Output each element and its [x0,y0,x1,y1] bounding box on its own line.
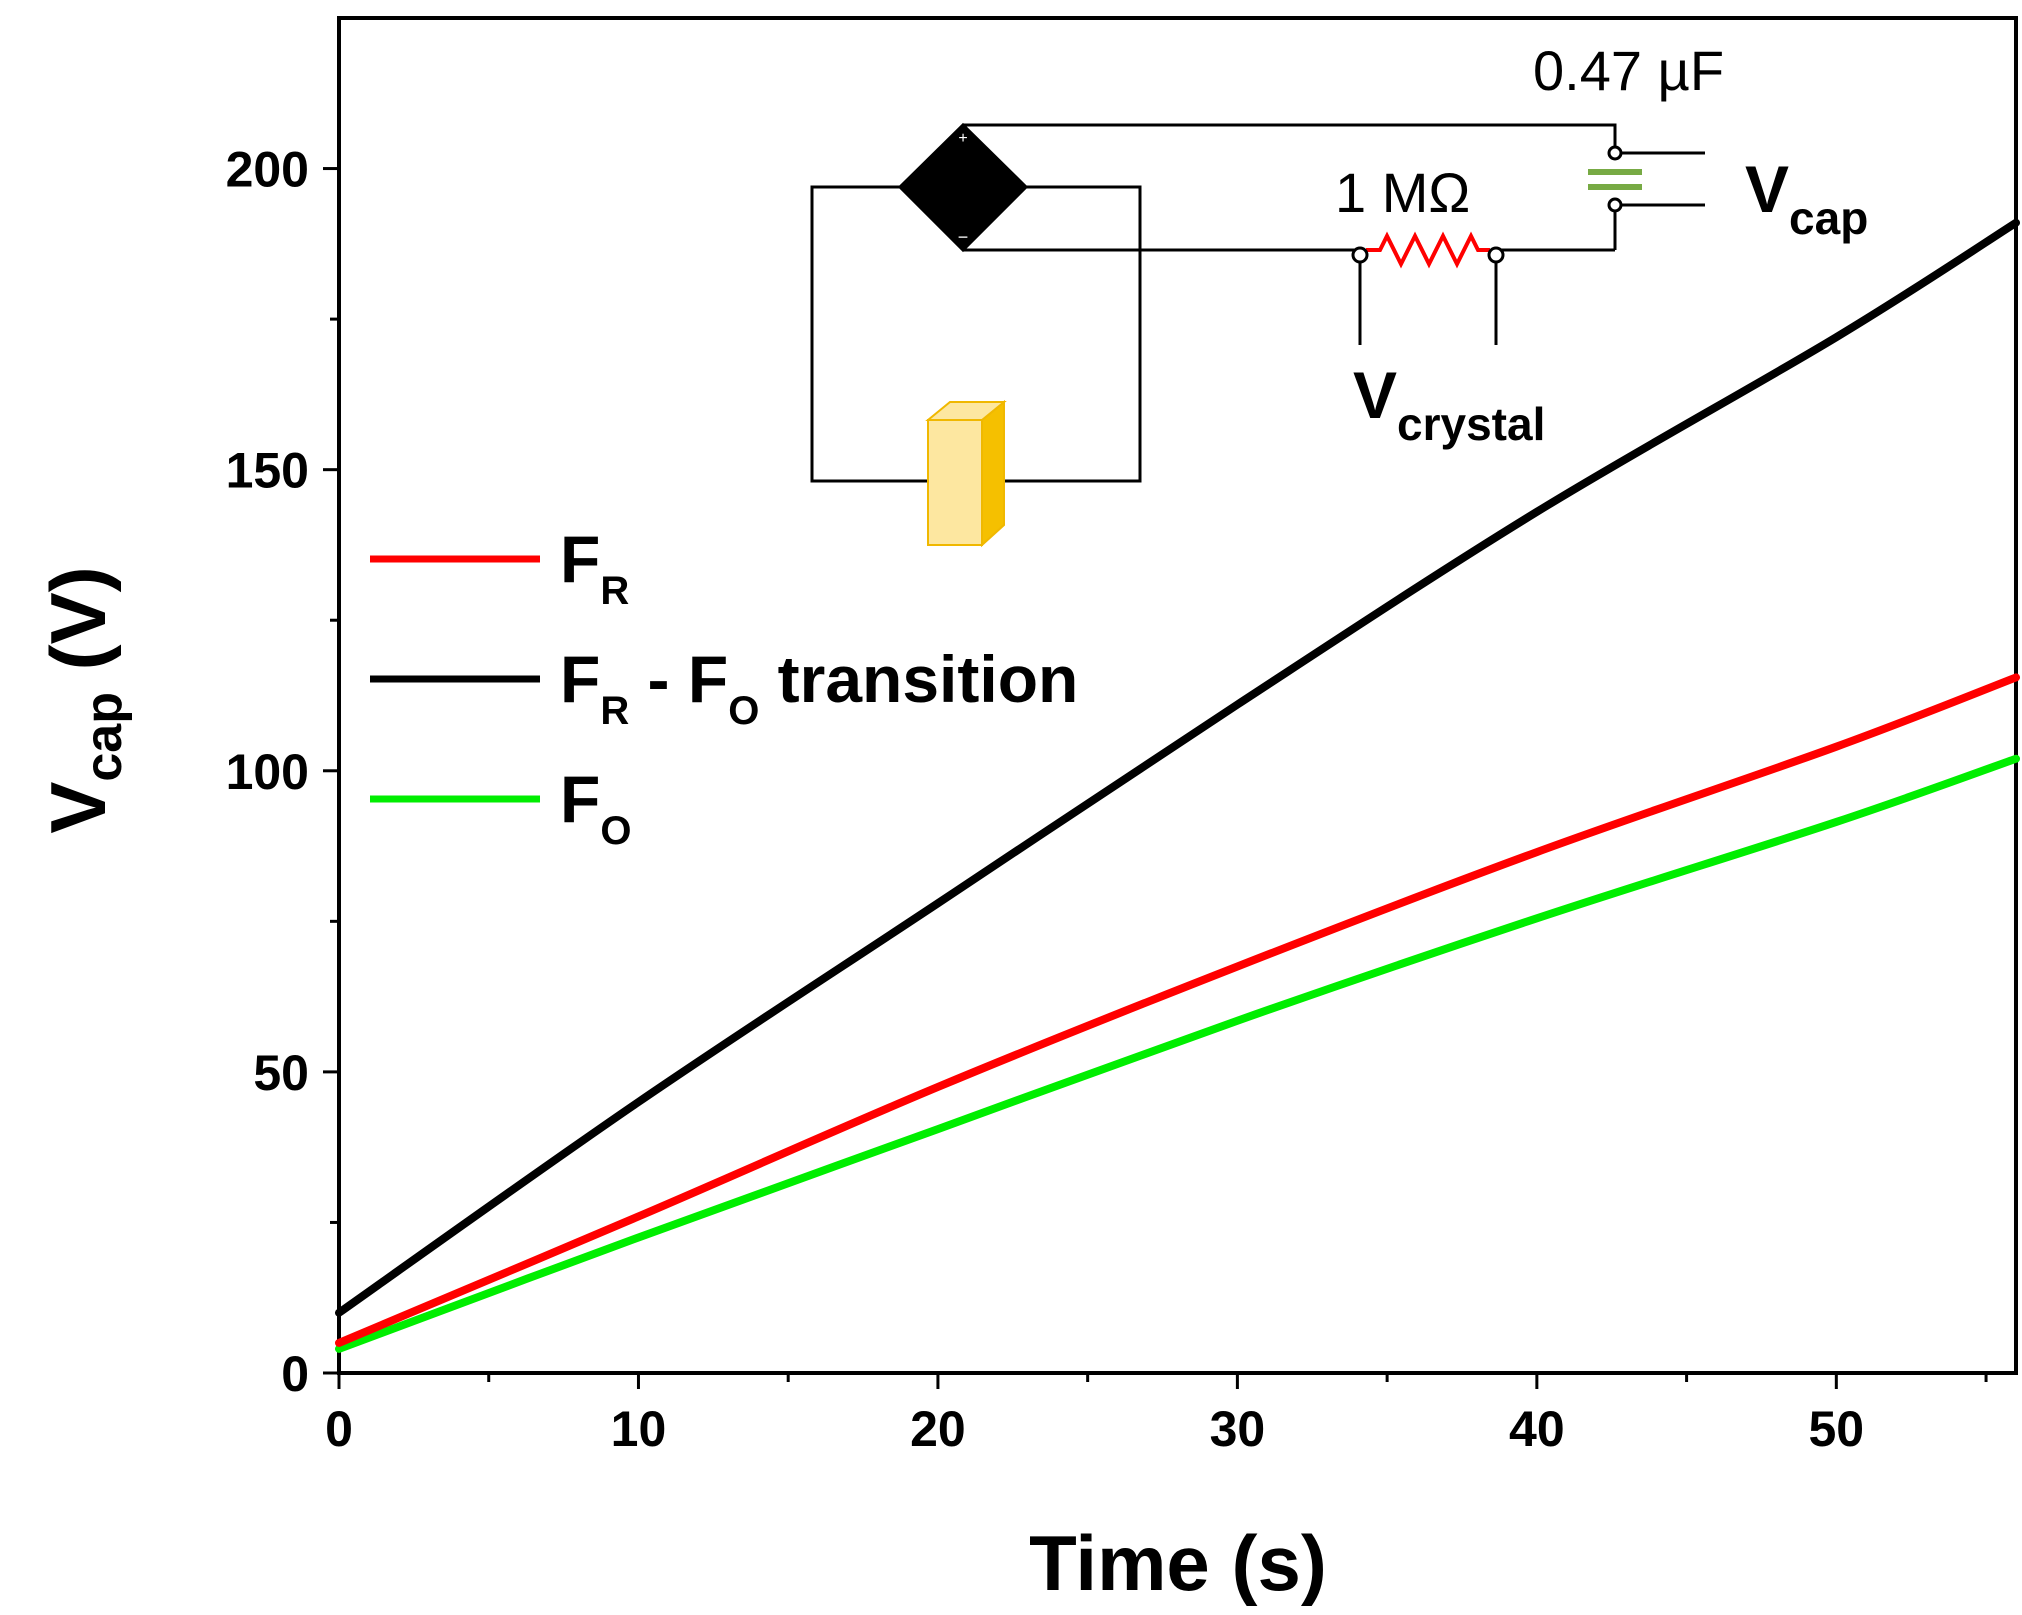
bridge-minus-icon: − [958,227,969,247]
circuit-inset: + − [810,122,1705,548]
x-tick-label: 40 [1509,1401,1565,1457]
resistor-terminal-right [1487,246,1505,264]
legend-fr-main: F [560,522,600,596]
legend-tr-sub: R [600,689,629,733]
resistor-icon [1366,231,1490,269]
y-tick-label: 100 [226,744,309,800]
capacitor-top-wire [963,123,1617,153]
resistor-terminal-left [1351,246,1369,264]
plot-area-frame [337,16,2018,1375]
series-line-1 [335,218,2020,1317]
bridge-plus-icon: + [958,130,967,147]
axis-ticks [323,167,1988,1389]
y-tick-label: 150 [226,443,309,499]
series-line-2 [335,754,2020,1353]
legend-fo-sub: O [600,809,631,853]
vcap-label: Vcap [1745,152,1868,244]
legend-tr-rest: transition [759,642,1078,716]
circuit-labels: 0.47 µF 1 MΩ Vcap Vcrystal [1335,39,1868,450]
vcap-main: V [1745,152,1789,226]
legend-tr-mid: - F [629,642,728,716]
legend-label-transition: FR - FO transition [560,642,1078,733]
axis-tick-labels: 0 10 20 30 40 50 0 50 100 150 200 [226,142,1865,1457]
x-tick-label: 50 [1809,1401,1865,1457]
series-lines [335,218,2020,1353]
crystal-front-icon [927,419,983,546]
x-tick-label: 20 [910,1401,966,1457]
legend-label-fr: FR [560,522,629,613]
x-tick-label: 30 [1210,1401,1266,1457]
vcrystal-main: V [1353,358,1397,432]
crystal-side-icon [981,399,1005,548]
legend-label-fo: FO [560,762,631,853]
series-line-0 [335,673,2020,1347]
legend-tr-main: F [560,642,600,716]
y-axis-title: Vcap (V) [34,566,133,833]
legend-fo-main: F [560,762,600,836]
legend: FR FR - FO transition FO [370,522,1078,853]
legend-tr-sub2: O [728,689,759,733]
y-tick-label: 50 [253,1045,309,1101]
y-axis-title-main: V [34,782,122,834]
resistor-label: 1 MΩ [1335,161,1470,224]
vcrystal-label: Vcrystal [1353,358,1545,450]
x-tick-label: 0 [325,1401,353,1457]
y-tick-label: 0 [281,1346,309,1402]
x-tick-label: 10 [611,1401,667,1457]
capacitor-label: 0.47 µF [1533,39,1724,102]
vcap-sub: cap [1789,192,1868,244]
vcrystal-sub: crystal [1397,398,1545,450]
capacitor-terminal-bottom [1607,197,1623,213]
y-axis-title-unit: (V) [34,566,122,692]
legend-fr-sub: R [600,569,629,613]
x-axis-title: Time (s) [1029,1519,1327,1607]
capacitor-terminal-top [1607,145,1623,161]
y-axis-title-sub: cap [75,692,133,782]
y-tick-label: 200 [226,142,309,198]
